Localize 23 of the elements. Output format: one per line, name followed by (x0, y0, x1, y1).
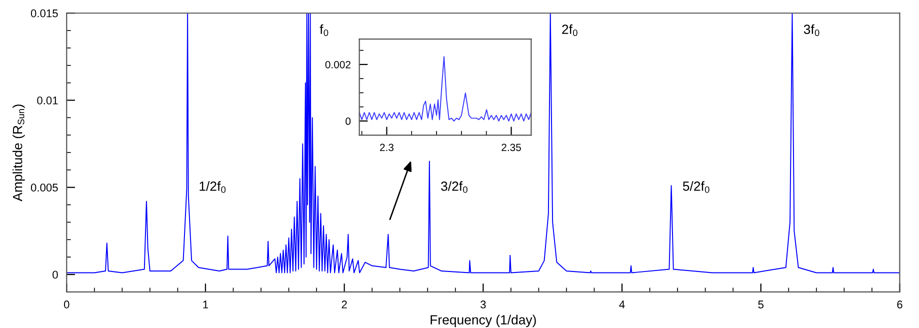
x-tick-label: 5 (758, 300, 764, 308)
x-tick-label: 4 (619, 300, 625, 308)
y-tick-label: 0.015 (30, 9, 58, 18)
y-axis-title: Amplitude (R$_{Sun}$) (12, 104, 25, 202)
annotation: 1/2f$_{0}$ (200, 181, 226, 193)
line-series (359, 56, 532, 122)
x-tick-label: 2 (342, 300, 347, 308)
annotation: 3f$_{0}$ (804, 24, 820, 36)
y-tick-label: 0.005 (30, 184, 58, 192)
annotation: 5/2f$_{0}$ (682, 181, 710, 193)
annotation: 3/2f$_{0}$ (441, 181, 468, 193)
x-tick-label: 3 (480, 300, 486, 308)
x-tick-label: 2.3 (380, 144, 394, 152)
annotation: f$_{0}$ (320, 24, 328, 36)
x-tick-label: 0 (64, 300, 70, 308)
x-tick-label: 2.35 (502, 144, 521, 152)
x-tick-label: 1 (203, 300, 208, 308)
annotation: 2f$_{0}$ (562, 24, 578, 36)
y-tick-label: 0.002 (325, 60, 350, 68)
x-tick-label: 6 (897, 300, 902, 308)
y-tick-label: 0.01 (37, 96, 58, 104)
x-axis-title: Frequency (1/day) (430, 314, 536, 328)
y-tick-label: 0 (52, 270, 58, 279)
